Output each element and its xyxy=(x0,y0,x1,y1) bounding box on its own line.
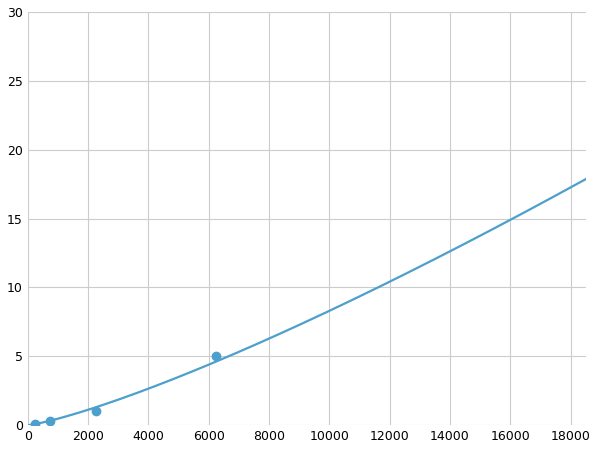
Point xyxy=(589,146,598,153)
Point xyxy=(91,408,100,415)
Point xyxy=(31,420,40,427)
Point xyxy=(46,418,55,425)
Point xyxy=(211,353,221,360)
